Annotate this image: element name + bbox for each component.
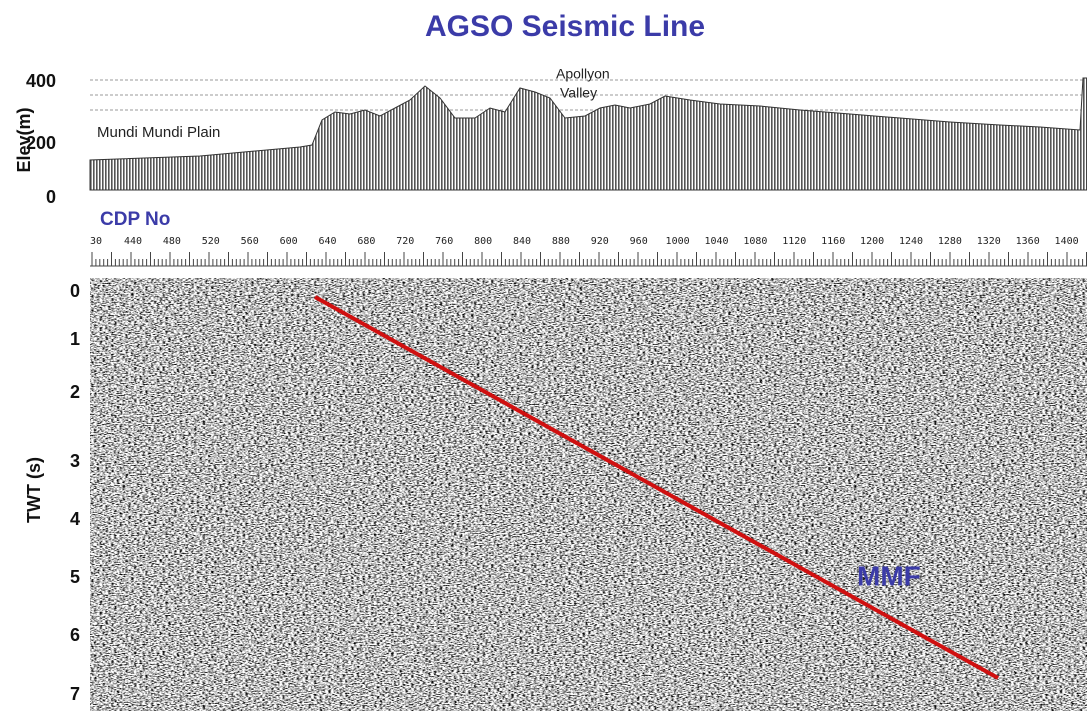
valley-label: Valley — [560, 85, 597, 101]
cdp-tick-label: 640 — [318, 236, 336, 247]
cdp-tick-label: 1000 — [666, 236, 690, 247]
elevation-profile — [89, 77, 1087, 191]
twt-tick-label: 0 — [70, 281, 80, 301]
twt-tick-label: 2 — [70, 382, 80, 402]
twt-tick-label: 3 — [70, 451, 80, 471]
elev-tick-label: 200 — [26, 133, 56, 153]
twt-tick-label: 4 — [70, 509, 80, 529]
twt-tick-label: 1 — [70, 329, 80, 349]
cdp-label: CDP No — [100, 209, 170, 230]
cdp-tick-label: 1240 — [899, 236, 923, 247]
cdp-tick-label: 1280 — [938, 236, 962, 247]
twt-tick-label: 6 — [70, 625, 80, 645]
cdp-tick-label: 440 — [124, 236, 142, 247]
seismic-section — [90, 278, 1087, 711]
cdp-tick-label: 880 — [552, 236, 570, 247]
cdp-tick-label: 560 — [241, 236, 259, 247]
cdp-tick-label: 760 — [435, 236, 453, 247]
cdp-tick-label: 1040 — [704, 236, 728, 247]
title: AGSO Seismic Line — [425, 10, 705, 43]
valley-label: Apollyon — [556, 66, 610, 82]
cdp-tick-label: 480 — [163, 236, 181, 247]
fault-label: MMF — [857, 560, 921, 591]
fault-line — [314, 295, 999, 680]
cdp-tick-label: 1360 — [1016, 236, 1040, 247]
elev-tick-label: 0 — [46, 187, 56, 207]
cdp-tick-label: 1320 — [977, 236, 1001, 247]
twt-tick-label: 5 — [70, 567, 80, 587]
cdp-tick-label: 1160 — [821, 236, 845, 247]
elev-tick-label: 400 — [26, 71, 56, 91]
elev-axis-label: Elev(m) — [14, 107, 34, 172]
cdp-tick-label: 1400 — [1055, 236, 1079, 247]
twt-tick-label: 7 — [70, 684, 80, 704]
cdp-tick-label: 800 — [474, 236, 492, 247]
cdp-tick-label: 1200 — [860, 236, 884, 247]
plain-label: Mundi Mundi Plain — [97, 124, 220, 141]
cdp-tick-label: 720 — [396, 236, 414, 247]
cdp-tick-label: 30 — [90, 236, 102, 247]
cdp-tick-label: 960 — [630, 236, 648, 247]
cdp-tick-label: 1120 — [782, 236, 806, 247]
twt-axis-label: TWT (s) — [24, 457, 44, 523]
cdp-tick-label: 520 — [202, 236, 220, 247]
cdp-tick-label: 680 — [357, 236, 375, 247]
elev-gridlines — [90, 79, 1087, 111]
cdp-tick-label: 1080 — [743, 236, 767, 247]
cdp-tick-label: 920 — [591, 236, 609, 247]
cdp-tick-label: 600 — [280, 236, 298, 247]
cdp-tick-label: 840 — [513, 236, 531, 247]
